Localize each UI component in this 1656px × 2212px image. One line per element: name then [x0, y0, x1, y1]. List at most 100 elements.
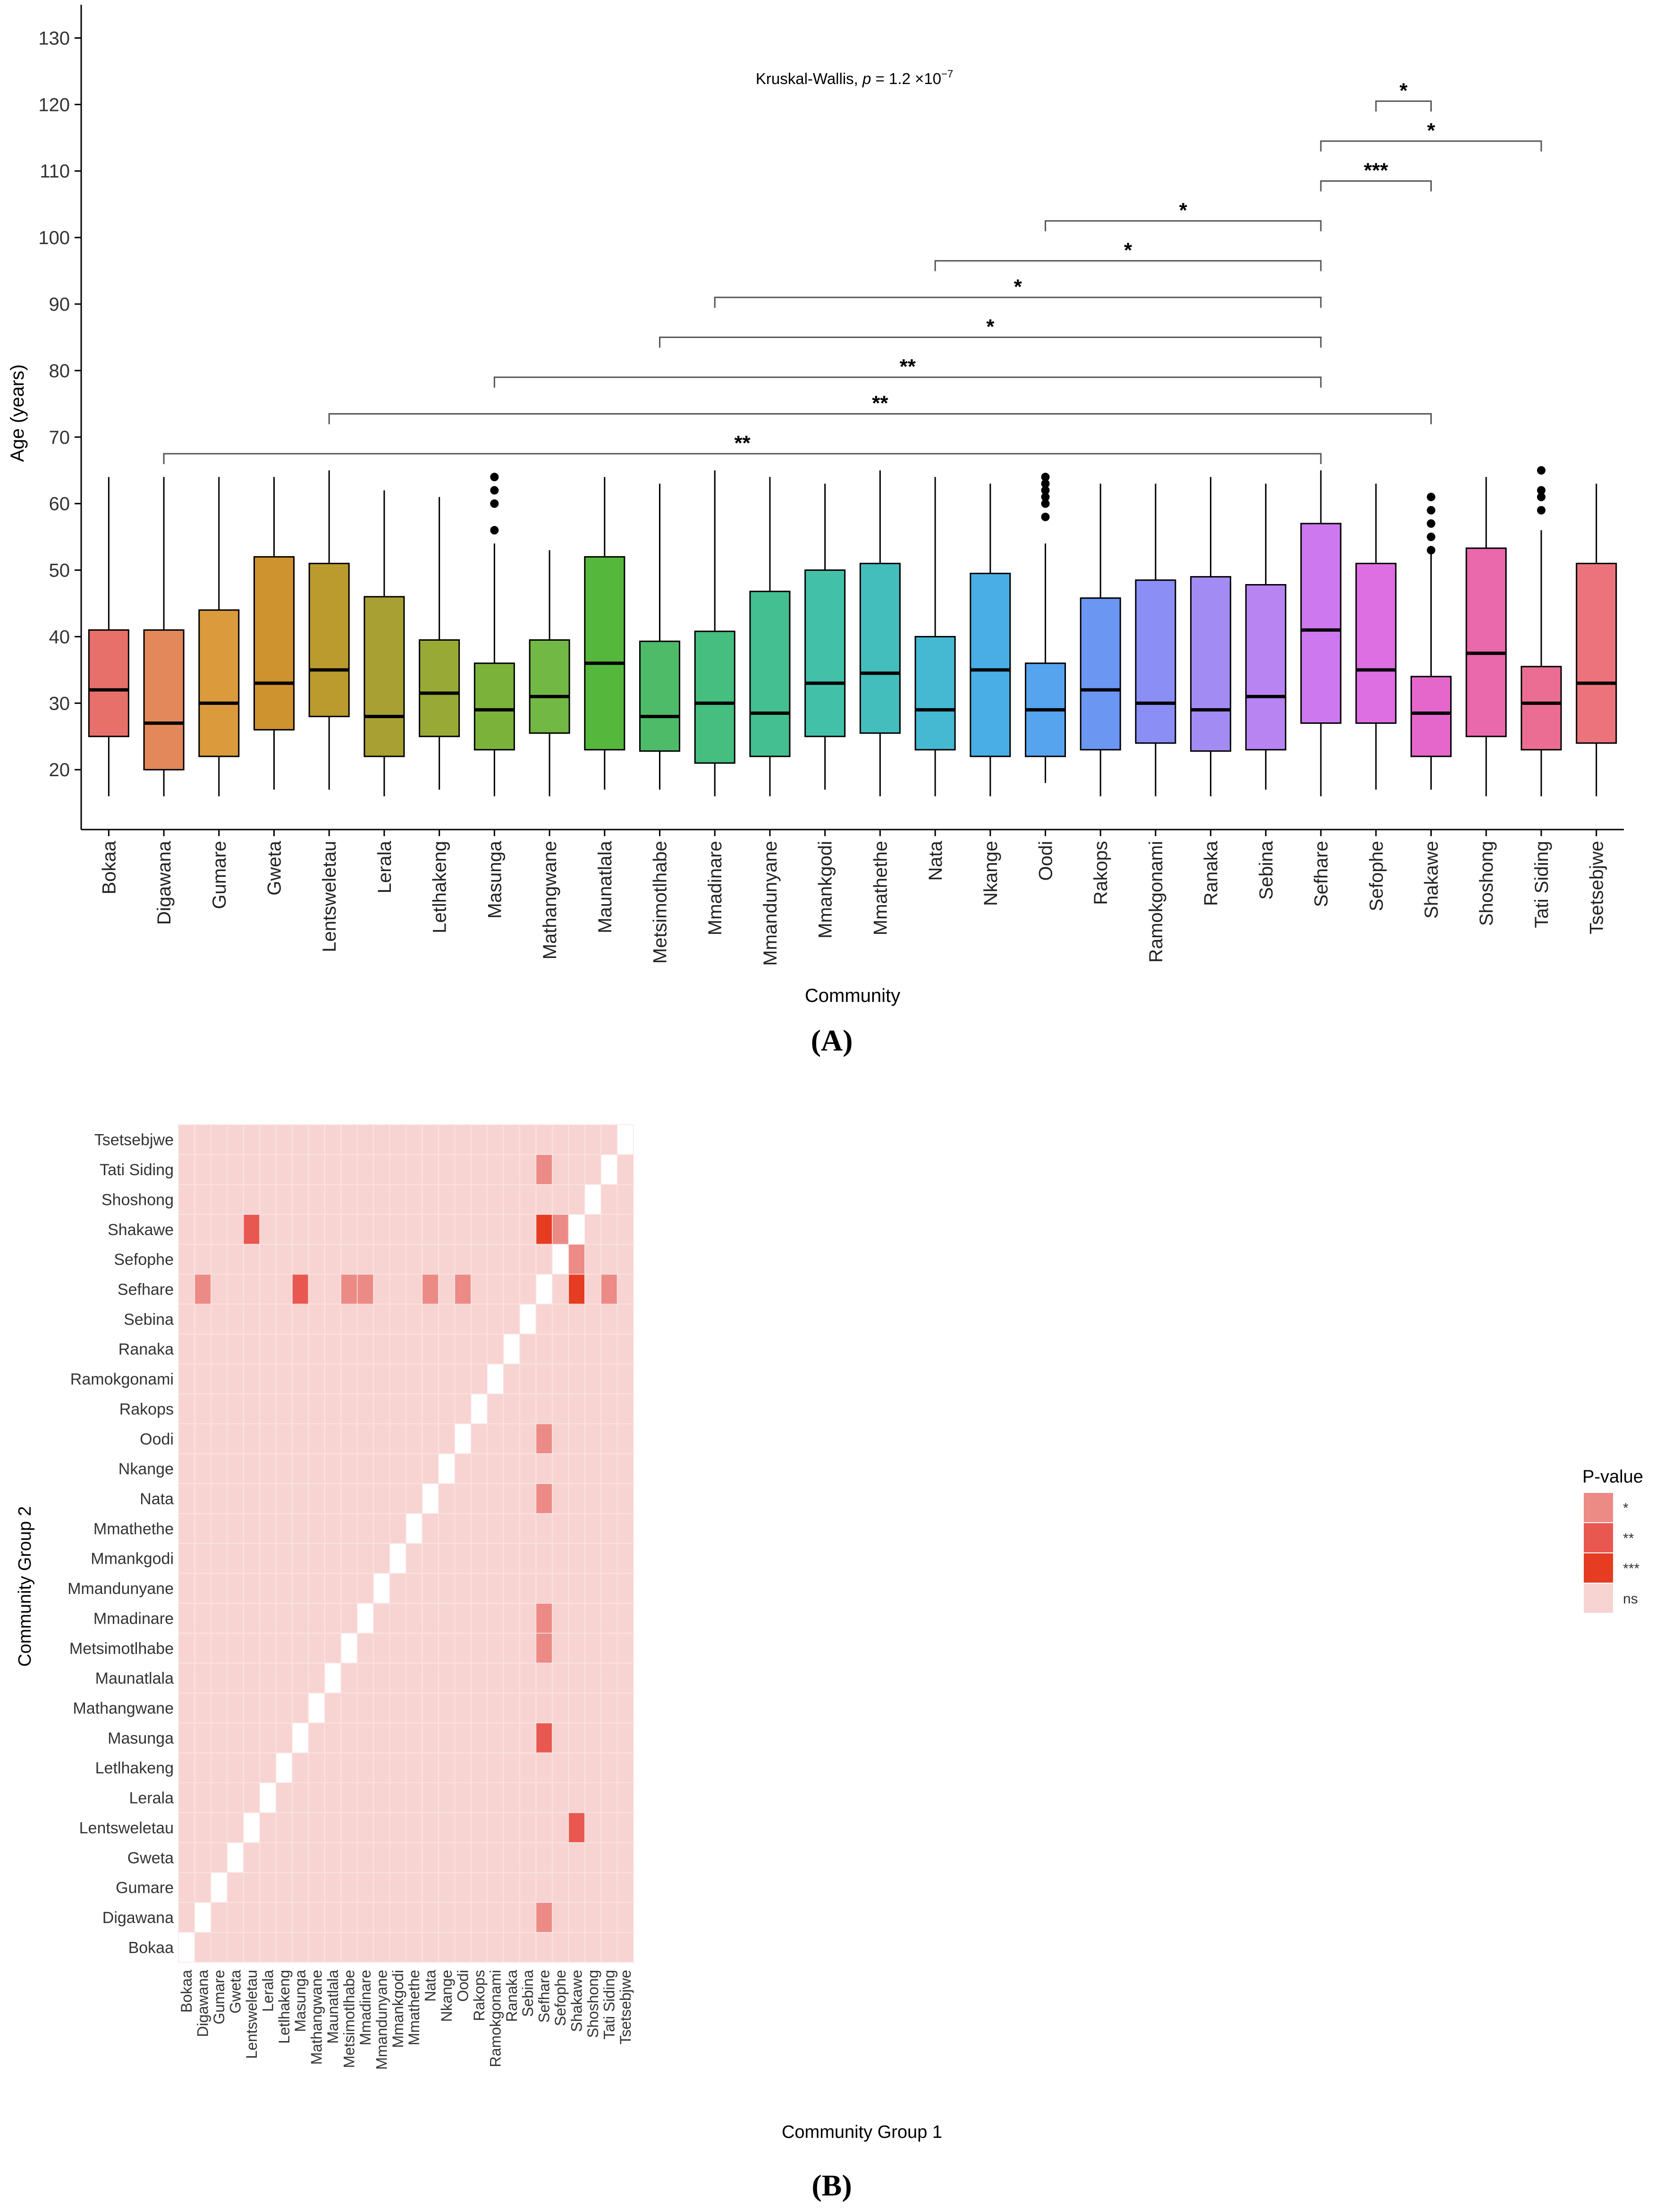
heatmap-cell: [584, 1932, 601, 1963]
heatmap-x-label: Tati Siding: [600, 1970, 617, 2040]
iqr-box: [143, 629, 185, 771]
heatmap-cell: [178, 1662, 195, 1694]
outlier-point: [1427, 492, 1436, 501]
heatmap-cell: [617, 1423, 634, 1454]
heatmap-cell: [617, 1333, 634, 1364]
heatmap-cell: [194, 1633, 211, 1664]
heatmap-cell: [406, 1214, 423, 1245]
heatmap-cell: [243, 1842, 260, 1873]
heatmap-cell: [568, 1453, 585, 1484]
heatmap-cells: [178, 1124, 634, 1963]
iqr-box: [308, 562, 350, 717]
heatmap-cell: [292, 1483, 309, 1514]
heatmap-cell: [487, 1274, 504, 1305]
heatmap-cell: [211, 1393, 228, 1424]
heatmap-cell: [308, 1154, 325, 1185]
heatmap-cell: [535, 1752, 553, 1783]
heatmap-x-label: Gweta: [227, 1970, 244, 2014]
heatmap-cell: [568, 1214, 585, 1245]
legend-label: **: [1623, 1531, 1634, 1546]
heatmap-cell: [324, 1662, 342, 1694]
heatmap-cell: [568, 1603, 585, 1634]
outlier-point: [1427, 506, 1436, 515]
heatmap-cell: [194, 1513, 211, 1544]
heatmap-cell: [470, 1453, 488, 1484]
heatmap-cell: [194, 1693, 211, 1723]
heatmap-cell: [389, 1483, 406, 1514]
heatmap-cell: [568, 1124, 585, 1155]
heatmap-cell: [535, 1154, 553, 1185]
outlier-point: [490, 499, 499, 508]
heatmap-cell: [194, 1842, 211, 1873]
heatmap-x-label: Tsetsebjwe: [617, 1970, 634, 2044]
heatmap-cell: [227, 1662, 244, 1694]
heatmap-cell: [406, 1842, 423, 1873]
heatmap-cell: [373, 1872, 390, 1903]
heatmap-cell: [373, 1244, 390, 1275]
heatmap-cell: [178, 1244, 195, 1275]
outlier-point: [1537, 486, 1546, 495]
heatmap-cell: [438, 1513, 456, 1544]
heatmap-cell: [584, 1543, 601, 1574]
heatmap-cell: [243, 1124, 260, 1155]
x-tick-label: Gweta: [264, 840, 285, 895]
heatmap-cell: [600, 1154, 618, 1185]
heatmap-cell: [373, 1393, 390, 1424]
heatmap-cell: [308, 1932, 325, 1963]
heatmap-cell: [340, 1333, 358, 1364]
heatmap-cell: [519, 1633, 537, 1664]
heatmap-cell: [356, 1722, 374, 1754]
heatmap-cell: [503, 1244, 520, 1275]
heatmap-cell: [292, 1573, 309, 1604]
heatmap-cell: [617, 1483, 634, 1514]
heatmap-cell: [243, 1782, 260, 1814]
heatmap-cell: [211, 1483, 228, 1514]
heatmap-cell: [454, 1304, 472, 1335]
y-tick-label: 110: [40, 161, 70, 182]
heatmap-y-label: Nkange: [118, 1460, 174, 1478]
heatmap-cell: [487, 1244, 504, 1275]
heatmap-cell: [292, 1693, 309, 1723]
iqr-box: [694, 630, 735, 764]
heatmap-x-label: Oodi: [455, 1970, 472, 2002]
heatmap-cell: [470, 1782, 488, 1814]
heatmap-cell: [470, 1154, 488, 1185]
heatmap-cell: [308, 1184, 325, 1215]
heatmap-cell: [324, 1214, 342, 1245]
heatmap-cell: [617, 1752, 634, 1783]
heatmap-cell: [308, 1453, 325, 1484]
heatmap-cell: [227, 1573, 244, 1604]
heatmap-cell: [584, 1812, 601, 1843]
heatmap-cell: [373, 1483, 390, 1514]
heatmap-cell: [308, 1693, 325, 1723]
heatmap-cell: [211, 1453, 228, 1484]
outlier-point: [1427, 519, 1436, 528]
heatmap-cell: [600, 1423, 618, 1454]
x-tick-label: Sefophe: [1366, 841, 1387, 911]
heatmap-cell: [487, 1722, 504, 1754]
heatmap-cell: [373, 1304, 390, 1335]
bracket-line: [934, 260, 1322, 271]
heatmap-cell: [194, 1932, 211, 1963]
heatmap-cell: [194, 1752, 211, 1783]
heatmap-cell: [519, 1154, 537, 1185]
heatmap-cell: [194, 1184, 211, 1215]
heatmap-x-label: Letlhakeng: [276, 1970, 293, 2044]
bracket-lentsweletau-shakawe: **: [328, 391, 1432, 424]
heatmap-cell: [422, 1573, 439, 1604]
heatmap-cell: [519, 1782, 537, 1814]
heatmap-y-label: Mmathethe: [93, 1520, 174, 1538]
heatmap-cell: [487, 1154, 504, 1185]
heatmap-cell: [535, 1872, 553, 1903]
heatmap-cell: [422, 1872, 439, 1903]
heatmap-cell: [324, 1154, 342, 1185]
heatmap-cell: [259, 1393, 277, 1424]
heatmap-cell: [600, 1662, 618, 1694]
heatmap-x-label: Shoshong: [584, 1970, 601, 2038]
heatmap-cell: [243, 1244, 260, 1275]
heatmap-cell: [275, 1483, 293, 1514]
heatmap-cell: [211, 1902, 228, 1933]
heatmap-y-label: Tati Siding: [100, 1161, 174, 1179]
heatmap-cell: [308, 1423, 325, 1454]
y-axis-ticks: 20 30 40 50 60 70 80 90 100 110 120 130: [38, 28, 81, 780]
